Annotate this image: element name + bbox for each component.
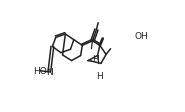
Text: HO: HO	[33, 67, 47, 76]
Text: OH: OH	[134, 31, 148, 40]
Text: N: N	[46, 68, 53, 77]
Text: H: H	[92, 54, 99, 63]
Text: H: H	[96, 72, 103, 81]
